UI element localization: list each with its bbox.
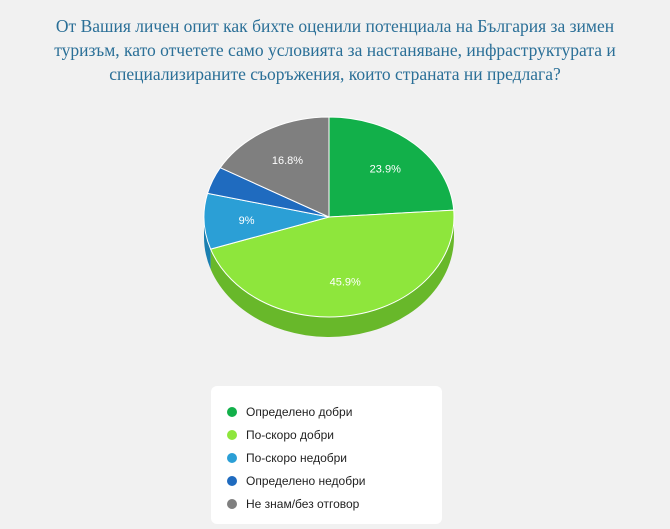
pie-slice[interactable] (209, 209, 455, 318)
data-label: 45.9% (330, 277, 361, 289)
pie-slice[interactable] (219, 116, 330, 218)
chart-title: От Вашия личен опит как бихте оценили по… (0, 14, 670, 86)
data-label: 9% (239, 215, 255, 227)
pie-chart: 23.9% 45.9% 9% 16.8% (203, 116, 455, 337)
legend-label: Определено недобри (246, 473, 366, 488)
pie-slice[interactable] (328, 116, 455, 218)
legend-item-3[interactable]: По-скоро недобри (227, 446, 442, 469)
title-line-2: туризъм, като отчетете само условията за… (54, 40, 616, 60)
legend-dot (227, 406, 237, 417)
legend-label: Определено добри (246, 404, 353, 419)
legend-item-2[interactable]: По-скоро добри (227, 423, 442, 446)
legend-item-5[interactable]: Не знам/без отговор (227, 492, 442, 515)
legend-dot (227, 475, 237, 486)
legend-label: По-скоро недобри (246, 450, 347, 465)
pie-slice-side (210, 217, 454, 337)
data-label: 23.9% (370, 164, 401, 176)
legend-dot (227, 498, 237, 509)
legend-item-1[interactable]: Определено добри (227, 400, 442, 423)
legend: Определено добри По-скоро добри По-скоро… (211, 386, 442, 524)
title-line-1: От Вашия личен опит как бихте оценили по… (55, 16, 615, 36)
title-line-3: специализираните съоръжения, които стран… (109, 64, 561, 84)
legend-label: Не знам/без отговор (246, 496, 360, 511)
legend-dot (227, 452, 237, 463)
legend-item-4[interactable]: Определено недобри (227, 469, 442, 492)
pie-slice-side (204, 217, 211, 270)
legend-dot (227, 429, 237, 440)
legend-label: По-скоро добри (246, 427, 334, 442)
data-label: 16.8% (272, 155, 303, 167)
